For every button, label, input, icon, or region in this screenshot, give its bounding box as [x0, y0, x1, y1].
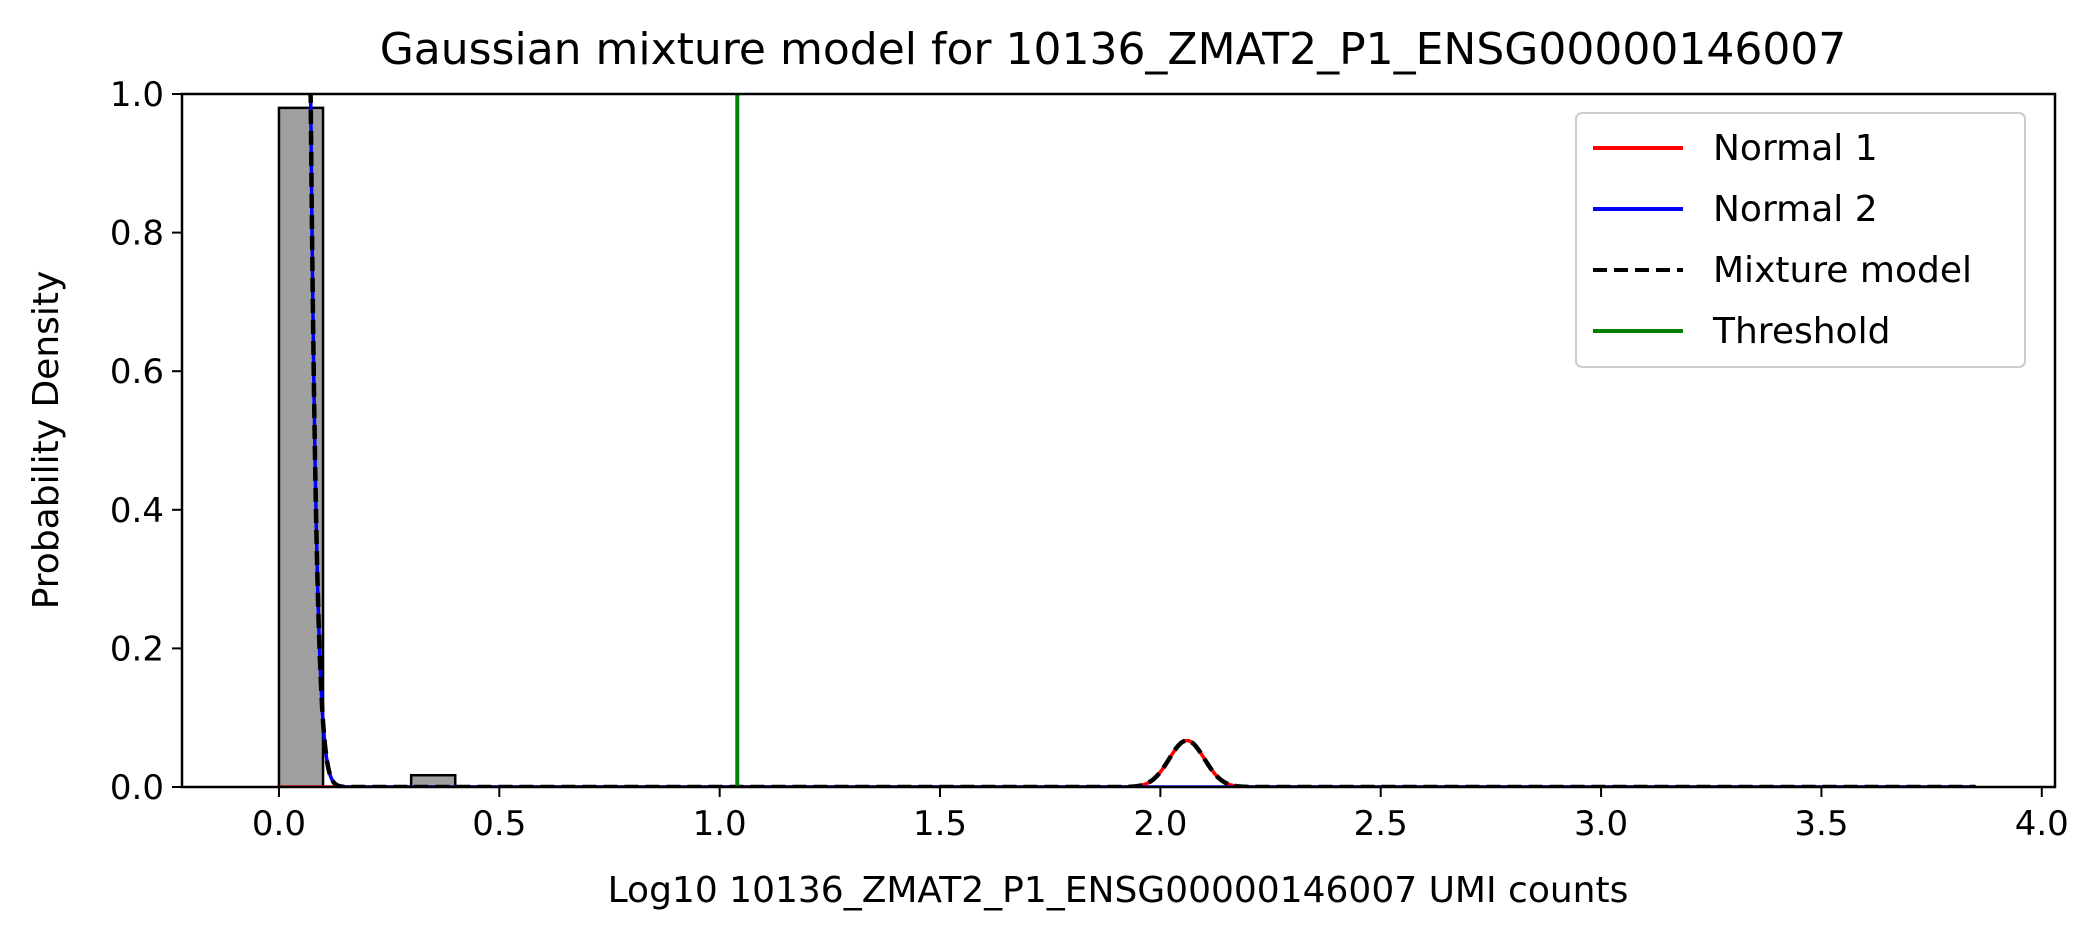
x-tick-label: 4.0: [2015, 804, 2069, 844]
legend-label-4: Threshold: [1712, 311, 1890, 352]
y-tick-label: 0.2: [110, 629, 164, 669]
legend-box: [1575, 112, 2026, 368]
x-tick-label: 0.5: [472, 804, 526, 844]
normal-1-line: [278, 738, 1976, 787]
legend: Normal 1 Normal 2 Mixture model Threshold: [1575, 112, 2026, 368]
y-tick-label: 0.4: [110, 491, 164, 531]
x-tick-label: 3.5: [1794, 804, 1848, 844]
y-axis-label: Probability Density: [26, 271, 67, 610]
y-tick-label: 0.8: [110, 214, 164, 254]
x-axis-ticks: 0.0 0.5 1.0 1.5 2.0 2.5 3.0 3.5 4.0: [252, 787, 2069, 844]
axes-frame: [180, 92, 2057, 789]
y-axis-ticks: 0.0 0.2 0.4 0.6 0.8 1.0: [110, 75, 182, 808]
x-tick-label: 3.0: [1574, 804, 1628, 844]
chart-title: Gaussian mixture model for 10136_ZMAT2_P…: [380, 24, 1847, 75]
x-axis-label: Log10 10136_ZMAT2_P1_ENSG00000146007 UMI…: [608, 870, 1629, 911]
y-tick-label: 0.0: [110, 768, 164, 808]
y-tick-label: 1.0: [110, 75, 164, 115]
legend-label-3: Mixture model: [1713, 250, 1972, 291]
x-tick-label: 1.0: [693, 804, 747, 844]
legend-label-1: Normal 1: [1713, 128, 1878, 169]
legend-label-2: Normal 2: [1713, 189, 1878, 230]
y-tick-label: 0.6: [110, 352, 164, 392]
x-tick-label: 2.5: [1354, 804, 1408, 844]
x-tick-label: 2.0: [1133, 804, 1187, 844]
x-tick-label: 0.0: [252, 804, 306, 844]
x-tick-label: 1.5: [913, 804, 967, 844]
